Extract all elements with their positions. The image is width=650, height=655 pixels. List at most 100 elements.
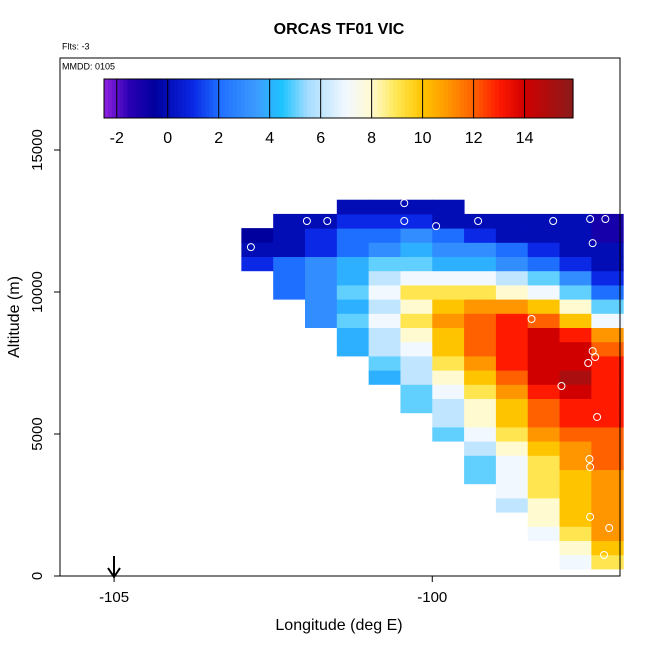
heat-cell (464, 355, 497, 371)
chart-title: ORCAS TF01 VIC (274, 21, 405, 38)
obs-point (586, 215, 595, 224)
colorbar-segment (561, 79, 566, 118)
heat-cell (495, 242, 529, 258)
heat-cell (559, 270, 592, 286)
heat-cell (495, 483, 529, 499)
heat-cell (527, 270, 561, 286)
heat-cell (591, 540, 624, 556)
colorbar-segment (272, 79, 277, 118)
heat-cell (527, 455, 561, 471)
heat-cell (305, 228, 338, 243)
heat-cell (527, 512, 561, 527)
obs-point (586, 512, 595, 521)
obs-point (302, 217, 311, 226)
heat-cell (336, 270, 370, 286)
heat-cell (400, 228, 433, 243)
colorbar-segment (295, 79, 301, 118)
colorbar-segment (256, 79, 261, 118)
heat-cell (273, 213, 306, 229)
heat-cell (527, 426, 561, 442)
colorbar-segment (553, 79, 558, 118)
heat-cell (527, 355, 561, 371)
colorbar-tick-label: 4 (265, 130, 274, 147)
heat-cell (464, 270, 497, 286)
heat-cell (432, 228, 465, 243)
heat-cell (559, 497, 592, 513)
heat-cell (591, 370, 624, 385)
colorbar-segment (201, 79, 207, 118)
colorbar-segment (549, 79, 555, 118)
colorbar-segment (182, 79, 187, 118)
heat-cell (400, 213, 433, 229)
heat-cell (527, 441, 561, 456)
heat-cell (305, 313, 338, 329)
heat-cell (368, 199, 401, 215)
heat-cell (559, 426, 592, 442)
heat-cell (495, 469, 529, 485)
heat-cell (591, 384, 624, 400)
colorbar-segment (287, 79, 293, 118)
heat-cell (368, 327, 401, 343)
heat-cell (527, 228, 561, 243)
colorbar-segment (244, 79, 250, 118)
heat-cell (400, 242, 433, 258)
colorbar-segment (545, 79, 551, 118)
colorbar-segment (283, 79, 289, 118)
heat-cell (336, 213, 370, 229)
colorbar-segment (354, 79, 359, 118)
obs-point (588, 239, 597, 248)
colorbar-segment (385, 79, 390, 118)
colorbar-segment (365, 79, 371, 118)
heat-cell (400, 341, 433, 357)
heat-cell (305, 270, 338, 286)
colorbar-segment (322, 79, 328, 118)
heat-cell (591, 355, 624, 371)
heat-cell (432, 341, 465, 357)
heat-cell (464, 313, 497, 329)
heat-cell (495, 270, 529, 286)
colorbar-segment (248, 79, 254, 118)
heat-cell (559, 284, 592, 300)
heat-cell (241, 256, 274, 272)
heat-cell (432, 398, 465, 414)
obs-point (336, 180, 344, 189)
heat-cell (495, 426, 529, 442)
heat-cell (527, 398, 561, 414)
colorbar-segment (217, 79, 222, 118)
obs-point (586, 462, 595, 471)
x-tick-label: -105 (99, 589, 129, 606)
heat-cell (527, 299, 561, 314)
obs-point (246, 243, 255, 252)
colorbar-segment (193, 79, 199, 118)
colorbar-segment (377, 79, 383, 118)
heat-cell (464, 299, 497, 314)
colorbar-segment (487, 79, 492, 118)
colorbar-segment (252, 79, 258, 118)
obs-point (591, 353, 600, 362)
heat-cell (464, 284, 497, 300)
heat-cell (336, 299, 370, 314)
colorbar-segment (530, 79, 535, 118)
heat-cell (368, 313, 401, 329)
heat-cell (464, 469, 497, 485)
heat-cell (336, 327, 370, 343)
colorbar-segment (115, 79, 121, 118)
colorbar-segment (361, 79, 367, 118)
colorbar-segment (334, 79, 340, 118)
colorbar-segment (232, 79, 238, 118)
heat-cell (273, 228, 306, 243)
colorbar-segment (150, 79, 156, 118)
heat-cell (400, 355, 433, 371)
heat-cell (495, 256, 529, 272)
heat-cell (273, 242, 306, 258)
heat-cell (432, 412, 465, 428)
colorbar-segment (299, 79, 304, 118)
heat-cell (495, 313, 529, 329)
y-tick-label: 15000 (29, 129, 46, 171)
heat-cell (400, 398, 433, 414)
colorbar-segment (479, 79, 484, 118)
heat-cell (432, 384, 465, 400)
heat-cell (368, 270, 401, 286)
obs-point (557, 382, 566, 391)
colorbar-segment (330, 79, 336, 118)
